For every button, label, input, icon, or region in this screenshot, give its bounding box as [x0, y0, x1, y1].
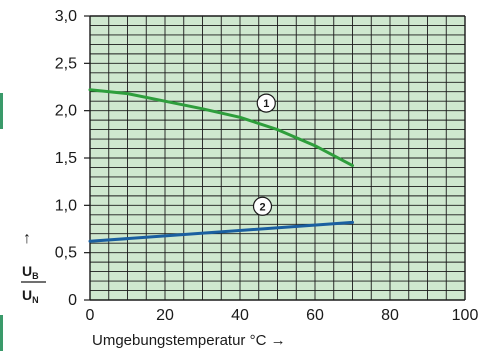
y-tick-label: 2,5 — [55, 55, 77, 72]
x-axis-label: Umgebungstemperatur °C → — [92, 332, 286, 349]
y-tick-label: 0,5 — [55, 245, 77, 262]
y-tick-label: 3,0 — [55, 8, 77, 25]
y-axis-label: ↑ UB UN — [21, 230, 46, 305]
x-tick-labels: 0 20 40 60 80 100 — [86, 307, 479, 324]
y-tick-label: 2,0 — [55, 103, 77, 120]
grid — [84, 15, 466, 301]
x-tick-label: 100 — [452, 307, 479, 324]
y-tick-label: 1,0 — [55, 197, 77, 214]
series-2-marker — [252, 196, 273, 216]
series-1-line — [88, 88, 354, 168]
series-2-label: 2 — [259, 201, 265, 213]
y-tick-label: 0 — [68, 292, 77, 309]
x-tick-label: 20 — [156, 307, 174, 324]
y-tick-labels: 0 0,5 1,0 1,5 2,0 2,5 3,0 — [55, 8, 77, 309]
y-axis-numerator: UB — [22, 263, 39, 281]
y-axis-denominator: UN — [22, 287, 39, 305]
series-2-line — [88, 220, 354, 243]
series-group: 12 — [88, 88, 354, 243]
series-1-label: 1 — [263, 98, 269, 110]
x-tick-label: 0 — [86, 307, 95, 324]
series-1-marker — [256, 93, 276, 113]
side-mark-top — [0, 93, 3, 129]
x-tick-label: 40 — [231, 307, 249, 324]
y-axis-arrow: ↑ — [23, 230, 31, 247]
side-mark-bottom — [0, 315, 3, 351]
x-tick-label: 60 — [306, 307, 324, 324]
x-tick-label: 80 — [381, 307, 399, 324]
y-tick-label: 1,5 — [55, 150, 77, 167]
